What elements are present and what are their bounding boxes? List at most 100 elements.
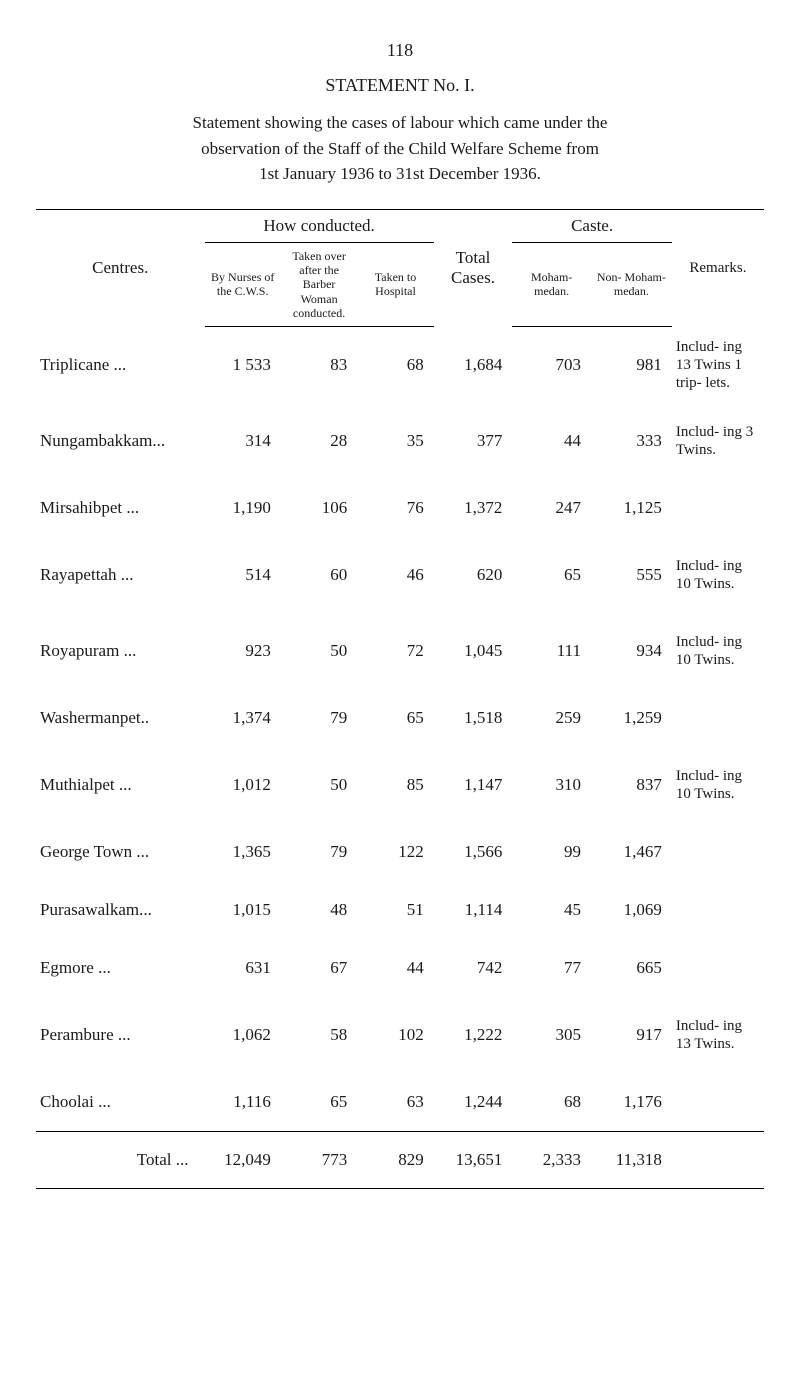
cell-non_moham: 555 bbox=[591, 537, 672, 613]
cell-total: 1,566 bbox=[434, 823, 513, 881]
cell-taken_over: 48 bbox=[281, 881, 357, 939]
cell-total: 742 bbox=[434, 939, 513, 997]
cell-total: 1,147 bbox=[434, 747, 513, 823]
centre-name: Nungambakkam... bbox=[36, 403, 205, 479]
cell-taken_over: 60 bbox=[281, 537, 357, 613]
cell-by_nurses: 514 bbox=[205, 537, 281, 613]
total-row: Total ... 12,049 773 829 13,651 2,333 11… bbox=[36, 1132, 764, 1189]
cell-by_nurses: 1,062 bbox=[205, 997, 281, 1073]
table-row: Muthialpet ...1,01250851,147310837Includ… bbox=[36, 747, 764, 823]
cell-taken_over: 50 bbox=[281, 613, 357, 689]
cell-by_nurses: 314 bbox=[205, 403, 281, 479]
table-row: Mirsahibpet ...1,190106761,3722471,125 bbox=[36, 479, 764, 537]
centre-name: Purasawalkam... bbox=[36, 881, 205, 939]
cell-moham: 68 bbox=[512, 1073, 591, 1132]
cell-non_moham: 333 bbox=[591, 403, 672, 479]
cell-moham: 703 bbox=[512, 327, 591, 404]
centre-name: Washermanpet.. bbox=[36, 689, 205, 747]
header-remarks: Remarks. bbox=[672, 209, 764, 327]
cell-taken_to: 35 bbox=[357, 403, 433, 479]
cell-total: 1,518 bbox=[434, 689, 513, 747]
centre-name: Egmore ... bbox=[36, 939, 205, 997]
header-mohammedan: Moham- medan. bbox=[512, 242, 591, 327]
cell-non_moham: 1,069 bbox=[591, 881, 672, 939]
header-by-nurses: By Nurses of the C.W.S. bbox=[205, 242, 281, 327]
header-caste: Caste. bbox=[512, 209, 672, 242]
remarks-cell bbox=[672, 1073, 764, 1132]
cell-by_nurses: 631 bbox=[205, 939, 281, 997]
total-cases: 13,651 bbox=[434, 1132, 513, 1189]
cell-taken_to: 72 bbox=[357, 613, 433, 689]
cell-moham: 310 bbox=[512, 747, 591, 823]
cell-taken_over: 79 bbox=[281, 689, 357, 747]
statement-table: Centres. How conducted. Total Cases. Cas… bbox=[36, 209, 764, 1190]
cell-non_moham: 917 bbox=[591, 997, 672, 1073]
total-moham: 2,333 bbox=[512, 1132, 591, 1189]
cell-moham: 305 bbox=[512, 997, 591, 1073]
centre-name: Rayapettah ... bbox=[36, 537, 205, 613]
cell-taken_to: 102 bbox=[357, 997, 433, 1073]
cell-taken_to: 76 bbox=[357, 479, 433, 537]
centre-name: Mirsahibpet ... bbox=[36, 479, 205, 537]
centre-name: Perambure ... bbox=[36, 997, 205, 1073]
remarks-cell: Includ- ing 10 Twins. bbox=[672, 613, 764, 689]
total-label: Total ... bbox=[36, 1132, 205, 1189]
header-centres: Centres. bbox=[36, 209, 205, 327]
header-how-conducted: How conducted. bbox=[205, 209, 434, 242]
cell-moham: 259 bbox=[512, 689, 591, 747]
cell-taken_to: 51 bbox=[357, 881, 433, 939]
header-taken-to-hospital: Taken to Hospital bbox=[357, 242, 433, 327]
cell-moham: 77 bbox=[512, 939, 591, 997]
table-row: Purasawalkam...1,01548511,114451,069 bbox=[36, 881, 764, 939]
statement-title: STATEMENT No. I. bbox=[36, 75, 764, 96]
centre-name: Triplicane ... bbox=[36, 327, 205, 404]
remarks-cell bbox=[672, 823, 764, 881]
table-row: Choolai ...1,11665631,244681,176 bbox=[36, 1073, 764, 1132]
cell-taken_to: 65 bbox=[357, 689, 433, 747]
cell-by_nurses: 1,012 bbox=[205, 747, 281, 823]
total-taken-to: 829 bbox=[357, 1132, 433, 1189]
cell-taken_to: 122 bbox=[357, 823, 433, 881]
total-taken-over: 773 bbox=[281, 1132, 357, 1189]
remarks-cell bbox=[672, 939, 764, 997]
cell-by_nurses: 1,116 bbox=[205, 1073, 281, 1132]
cell-total: 620 bbox=[434, 537, 513, 613]
table-row: Triplicane ...1 53383681,684703981Includ… bbox=[36, 327, 764, 404]
cell-non_moham: 934 bbox=[591, 613, 672, 689]
remarks-cell: Includ- ing 10 Twins. bbox=[672, 537, 764, 613]
intro-line-3: 1st January 1936 to 31st December 1936. bbox=[259, 164, 541, 183]
centre-name: Muthialpet ... bbox=[36, 747, 205, 823]
cell-by_nurses: 1 533 bbox=[205, 327, 281, 404]
cell-taken_to: 63 bbox=[357, 1073, 433, 1132]
cell-taken_over: 67 bbox=[281, 939, 357, 997]
table-row: Royapuram ...92350721,045111934Includ- i… bbox=[36, 613, 764, 689]
cell-taken_over: 79 bbox=[281, 823, 357, 881]
cell-moham: 65 bbox=[512, 537, 591, 613]
remarks-cell bbox=[672, 689, 764, 747]
table-row: Rayapettah ...514604662065555Includ- ing… bbox=[36, 537, 764, 613]
cell-non_moham: 981 bbox=[591, 327, 672, 404]
intro-line-1: Statement showing the cases of labour wh… bbox=[193, 113, 608, 132]
cell-moham: 111 bbox=[512, 613, 591, 689]
cell-total: 1,045 bbox=[434, 613, 513, 689]
remarks-cell bbox=[672, 881, 764, 939]
cell-taken_over: 50 bbox=[281, 747, 357, 823]
table-row: Egmore ...631674474277665 bbox=[36, 939, 764, 997]
cell-non_moham: 1,259 bbox=[591, 689, 672, 747]
cell-moham: 99 bbox=[512, 823, 591, 881]
cell-by_nurses: 923 bbox=[205, 613, 281, 689]
remarks-cell: Includ- ing 10 Twins. bbox=[672, 747, 764, 823]
cell-non_moham: 837 bbox=[591, 747, 672, 823]
remarks-cell: Includ- ing 13 Twins. bbox=[672, 997, 764, 1073]
cell-taken_to: 85 bbox=[357, 747, 433, 823]
cell-taken_over: 28 bbox=[281, 403, 357, 479]
remarks-cell: Includ- ing 13 Twins 1 trip- lets. bbox=[672, 327, 764, 404]
cell-taken_to: 46 bbox=[357, 537, 433, 613]
remarks-cell bbox=[672, 479, 764, 537]
table-row: Nungambakkam...314283537744333Includ- in… bbox=[36, 403, 764, 479]
total-by-nurses: 12,049 bbox=[205, 1132, 281, 1189]
intro-text: Statement showing the cases of labour wh… bbox=[56, 110, 744, 187]
cell-moham: 44 bbox=[512, 403, 591, 479]
header-taken-over: Taken over after the Barber Woman conduc… bbox=[281, 242, 357, 327]
cell-total: 1,684 bbox=[434, 327, 513, 404]
